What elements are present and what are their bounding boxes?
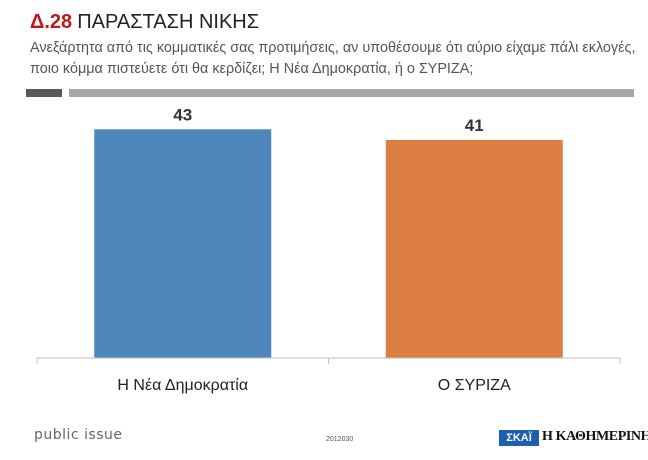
category-label-2: Ο ΣΥΡΙΖΑ [438,377,511,394]
question-text: Ανεξάρτητα από τις κομματικές σας προτιμ… [30,40,636,77]
header-rule-light [69,89,634,97]
category-label-1: Η Νέα Δημοκρατία [117,377,248,394]
survey-code: 2012030 [326,436,354,443]
bar-2 [385,139,563,358]
public-issue-logo: public issue [34,427,123,443]
kathimerini-logo: Η ΚΑΘΗΜΕΡΙΝΗ [542,429,648,444]
value-label-1: 43 [173,105,192,124]
chart-title: ΠΑΡΑΣΤΑΣΗ ΝΙΚΗΣ [77,11,260,33]
skai-logo: ΣΚΑΪ [499,430,539,446]
value-label-2: 41 [465,116,484,135]
question-code: Δ.28 [30,11,73,33]
bar-1 [94,129,272,358]
header-rule-dark [26,89,62,97]
page-title: Δ.28 ΠΑΡΑΣΤΑΣΗ ΝΙΚΗΣ [30,9,259,35]
